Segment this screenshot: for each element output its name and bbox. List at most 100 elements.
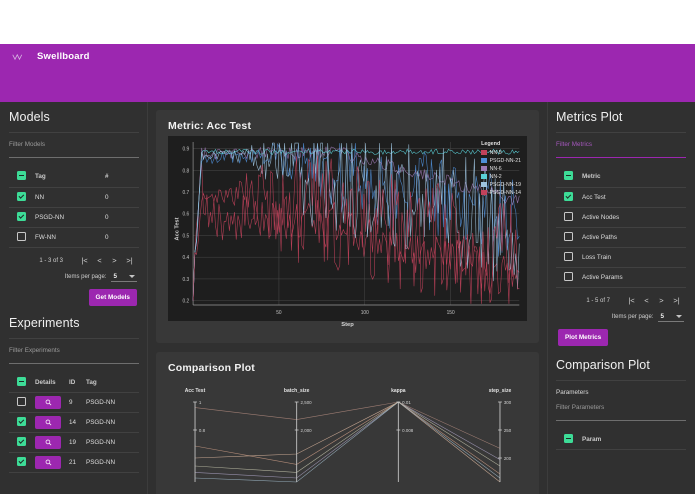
- models-select-all-checkbox[interactable]: [17, 171, 26, 181]
- first-page-icon[interactable]: |<: [77, 254, 92, 268]
- filter-experiments-field[interactable]: Filter Experiments: [9, 347, 139, 364]
- table-row[interactable]: 14 PSGD-NN: [9, 412, 139, 433]
- models-row-checkbox-cell[interactable]: [9, 227, 35, 248]
- experiments-row-checkbox[interactable]: [17, 437, 26, 446]
- legend-item[interactable]: NN-6: [481, 166, 521, 172]
- experiments-row-checkbox-cell[interactable]: [9, 392, 35, 413]
- experiments-row-checkbox[interactable]: [17, 457, 26, 466]
- metrics-row-checkbox[interactable]: [564, 231, 573, 241]
- experiments-row-details-cell[interactable]: [35, 452, 69, 473]
- metrics-select-all-checkbox[interactable]: [564, 171, 573, 181]
- table-row[interactable]: 21 PSGD-NN: [9, 452, 139, 473]
- pc-line: [194, 401, 501, 449]
- last-page-icon[interactable]: >|: [669, 294, 684, 308]
- models-row-checkbox-cell[interactable]: [9, 187, 35, 208]
- legend-item[interactable]: PSGD-NN-14: [481, 190, 521, 196]
- metrics-row-checkbox-cell[interactable]: [556, 247, 582, 268]
- experiments-select-all-cell[interactable]: [9, 372, 35, 393]
- table-row[interactable]: 19 PSGD-NN: [9, 432, 139, 453]
- svg-text:batch_size: batch_size: [284, 388, 310, 394]
- metric-y-tick-labels: 0.2 0.3 0.4 0.5 0.6 0.7 0.8 0.9: [183, 146, 190, 304]
- metrics-divider: [556, 132, 686, 133]
- experiment-details-button[interactable]: [35, 456, 61, 469]
- metrics-row-checkbox-cell[interactable]: [556, 187, 582, 208]
- table-row[interactable]: PSGD-NN 0: [9, 207, 139, 228]
- metrics-paginator-row: 1 - 5 of 7 |< < > >|: [558, 294, 684, 308]
- metrics-row-checkbox-cell[interactable]: [556, 207, 582, 228]
- experiments-row-details-cell[interactable]: [35, 412, 69, 433]
- previous-page-icon[interactable]: <: [639, 294, 654, 308]
- experiments-select-all-checkbox[interactable]: [17, 376, 26, 386]
- table-row[interactable]: Loss Train: [556, 247, 686, 268]
- first-page-icon[interactable]: |<: [624, 294, 639, 308]
- models-row-checkbox-cell[interactable]: [9, 207, 35, 228]
- models-row-checkbox[interactable]: [17, 191, 26, 201]
- metrics-row-checkbox[interactable]: [564, 251, 573, 261]
- parameters-select-all-checkbox[interactable]: [564, 433, 573, 443]
- experiments-row-checkbox-cell[interactable]: [9, 432, 35, 453]
- legend-item[interactable]: PSGD-NN-19: [481, 182, 521, 188]
- next-page-icon[interactable]: >: [107, 254, 122, 268]
- legend-label: PSGD-NN-14: [489, 189, 521, 196]
- metrics-items-per-page-select[interactable]: 5: [658, 313, 684, 322]
- table-row[interactable]: Active Nodes: [556, 207, 686, 228]
- experiments-row-checkbox[interactable]: [17, 417, 26, 426]
- svg-text:kappa: kappa: [391, 388, 406, 394]
- metrics-row-checkbox[interactable]: [564, 191, 573, 201]
- legend-item[interactable]: NN-5: [481, 150, 521, 156]
- filter-metrics-field[interactable]: Filter Metrics: [556, 141, 686, 158]
- metrics-row-checkbox[interactable]: [564, 211, 573, 221]
- experiments-row-checkbox-cell[interactable]: [9, 412, 35, 433]
- experiment-details-button[interactable]: [35, 396, 61, 409]
- get-models-button[interactable]: Get Models: [88, 288, 137, 306]
- experiments-row-details-cell[interactable]: [35, 432, 69, 453]
- legend-item[interactable]: PSGD-NN-21: [481, 158, 521, 164]
- legend-item[interactable]: NN-2: [481, 174, 521, 180]
- page-top-margin: [0, 0, 695, 44]
- filter-parameters-field[interactable]: Filter Parameters: [556, 404, 686, 421]
- experiments-row-id: 9: [69, 392, 86, 413]
- last-page-icon[interactable]: >|: [122, 254, 137, 268]
- experiment-details-button[interactable]: [35, 416, 61, 429]
- metric-line-chart[interactable]: 0.2 0.3 0.4 0.5 0.6 0.7 0.8 0.9 50 100 150: [168, 136, 527, 321]
- parameters-select-all-cell[interactable]: [556, 429, 582, 450]
- experiments-row-checkbox[interactable]: [17, 397, 26, 406]
- table-row[interactable]: Active Paths: [556, 227, 686, 248]
- filter-metrics-underline: [556, 156, 686, 158]
- models-select-all-cell[interactable]: [9, 167, 35, 188]
- models-table-body: NN 0 PSGD-NN 0: [9, 187, 139, 248]
- parallel-coordinates-chart[interactable]: Acc Test 1 0.8 batch_size 2,500 2,000 kappa 0.0…: [168, 378, 527, 488]
- metric-plot-surface[interactable]: 0.2 0.3 0.4 0.5 0.6 0.7 0.8 0.9 50 100 150 Acc Te…: [168, 136, 527, 321]
- legend-label: NN-2: [489, 173, 502, 180]
- previous-page-icon[interactable]: <: [92, 254, 107, 268]
- table-row[interactable]: FW-NN 0: [9, 227, 139, 248]
- table-row[interactable]: NN 0: [9, 187, 139, 208]
- experiment-details-button[interactable]: [35, 436, 61, 449]
- table-row[interactable]: Active Params: [556, 267, 686, 288]
- experiments-row-checkbox-cell[interactable]: [9, 452, 35, 473]
- filter-models-field[interactable]: Filter Models: [9, 141, 139, 158]
- table-row[interactable]: 9 PSGD-NN: [9, 392, 139, 413]
- metrics-row-checkbox-cell[interactable]: [556, 227, 582, 248]
- next-page-icon[interactable]: >: [654, 294, 669, 308]
- comparison-plot-surface[interactable]: Acc Test 1 0.8 batch_size 2,500 2,000 kappa 0.0…: [168, 378, 527, 493]
- experiments-row-details-cell[interactable]: [35, 392, 69, 413]
- experiments-row-tag: PSGD-NN: [86, 432, 139, 453]
- metrics-row-checkbox-cell[interactable]: [556, 267, 582, 288]
- svg-text:1: 1: [199, 400, 202, 405]
- metrics-row-checkbox[interactable]: [564, 271, 573, 281]
- experiments-row-tag: PSGD-NN: [86, 412, 139, 433]
- parameters-col-param: Param: [582, 429, 686, 450]
- app-toolbar: Swellboard Models Models: [0, 44, 695, 139]
- plot-metrics-button[interactable]: Plot Metrics: [558, 328, 609, 346]
- legend-swatch: [481, 149, 487, 156]
- table-row[interactable]: Acc Test: [556, 187, 686, 208]
- metrics-select-all-cell[interactable]: [556, 167, 582, 188]
- models-items-per-page-select[interactable]: 5: [111, 273, 137, 282]
- models-row-checkbox[interactable]: [17, 211, 26, 221]
- series-line: [192, 142, 520, 301]
- metric-x-tick-labels: 50 100 150: [276, 310, 455, 316]
- models-paginator-row: 1 - 3 of 3 |< < > >|: [11, 254, 137, 268]
- models-table: Tag # NN 0: [9, 167, 139, 248]
- models-row-checkbox[interactable]: [17, 231, 26, 241]
